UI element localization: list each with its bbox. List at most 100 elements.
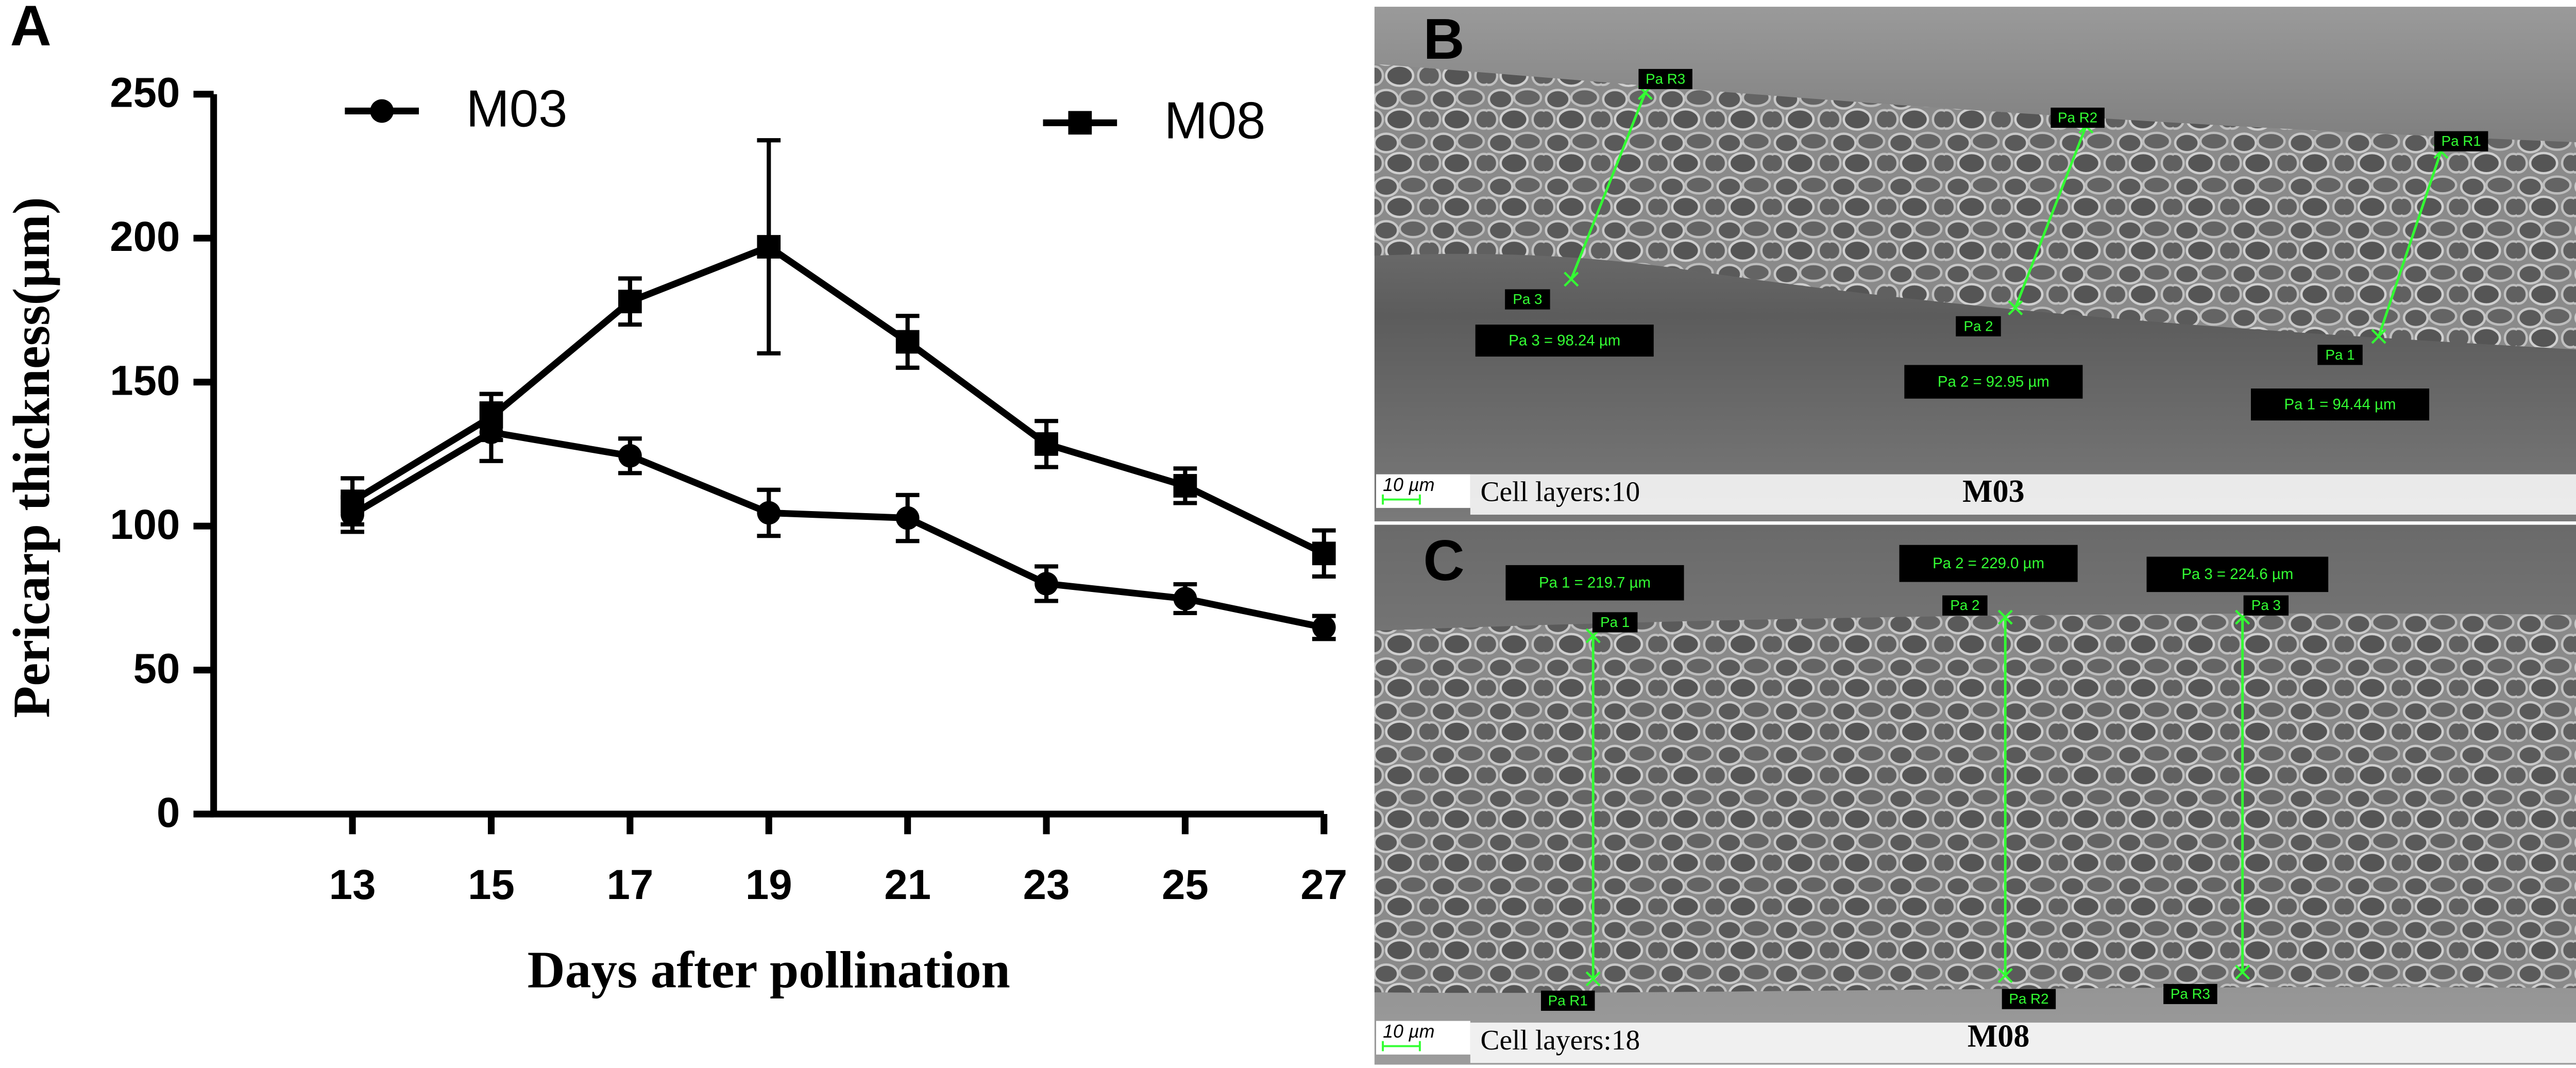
marker-tag: Pa 1 bbox=[1600, 614, 1630, 630]
marker-tag-box bbox=[2243, 595, 2289, 616]
endpoint bbox=[2235, 964, 2250, 980]
marker-tag: Pa 1 bbox=[2325, 347, 2354, 363]
reading-box bbox=[1505, 565, 1684, 601]
reading-box bbox=[2146, 556, 2329, 592]
reading-box bbox=[1899, 545, 2078, 582]
reading-box bbox=[1475, 325, 1654, 357]
reading: Pa 2 = 229.0 µm bbox=[1933, 555, 2044, 572]
series-line bbox=[350, 243, 1326, 557]
scale-bar-box bbox=[1376, 1021, 1470, 1055]
scale-bar-label: 10 µm bbox=[1383, 474, 1435, 495]
reading-box bbox=[2250, 388, 2430, 421]
data-point bbox=[1173, 474, 1197, 498]
y-tick-label: 0 bbox=[157, 789, 180, 836]
tissue-band bbox=[1374, 613, 2576, 993]
panel-label: C bbox=[1423, 529, 1464, 592]
x-tick-label: 21 bbox=[884, 861, 931, 908]
x-tick-label: 23 bbox=[1023, 861, 1070, 908]
x-tick-label: 25 bbox=[1162, 861, 1209, 908]
data-point bbox=[1173, 587, 1197, 611]
reading: Pa 3 = 224.6 µm bbox=[2181, 566, 2293, 583]
marker-tag-box bbox=[1956, 316, 2001, 336]
caption-box bbox=[1470, 474, 2576, 515]
marker-tag-box bbox=[1592, 612, 1638, 633]
marker-tag: Pa R2 bbox=[2058, 109, 2097, 125]
legend-label: M08 bbox=[1164, 91, 1266, 149]
marker-tag-box bbox=[2050, 107, 2105, 128]
x-tick-label: 27 bbox=[1300, 861, 1347, 908]
tissue-band bbox=[1374, 64, 2576, 350]
data-point bbox=[757, 235, 781, 259]
data-point bbox=[1312, 616, 1336, 639]
data-point bbox=[1035, 572, 1058, 596]
y-tick-label: 150 bbox=[110, 358, 180, 404]
marker-tag-box bbox=[1541, 990, 1595, 1011]
scale-bar bbox=[1382, 494, 1421, 505]
panel-label: B bbox=[1423, 7, 1464, 71]
y-axis-title: Pericarp thickness(µm) bbox=[3, 197, 60, 718]
marker-tag-box bbox=[2434, 131, 2488, 151]
micrograph-b bbox=[1374, 7, 2576, 522]
endpoint bbox=[2371, 329, 2386, 344]
y-tick-label: 50 bbox=[133, 645, 180, 692]
marker-tag: Pa 3 bbox=[1513, 291, 1542, 307]
data-point bbox=[479, 405, 503, 429]
endpoint bbox=[1585, 971, 1601, 987]
x-tick-label: 13 bbox=[329, 861, 376, 908]
series-line bbox=[350, 429, 1325, 631]
caption-box bbox=[1470, 1022, 2576, 1063]
x-tick-label: 17 bbox=[606, 861, 653, 908]
marker-tag-box bbox=[1638, 69, 1692, 90]
marker-tag: Pa R1 bbox=[2442, 133, 2481, 149]
scale-bar-label: 10 µm bbox=[1383, 1021, 1435, 1042]
reading: Pa 1 = 94.44 µm bbox=[2284, 396, 2396, 413]
data-point bbox=[618, 444, 642, 468]
x-axis-title: Days after pollination bbox=[528, 941, 1010, 999]
data-point bbox=[1312, 541, 1336, 566]
caption: Cell layers:10 bbox=[1480, 477, 1640, 508]
sample-label: M08 bbox=[1968, 1019, 2030, 1054]
marker-tag: Pa 2 bbox=[1963, 318, 1993, 334]
reading: Pa 1 = 219.7 µm bbox=[1539, 574, 1651, 591]
marker-tag: Pa R1 bbox=[1548, 992, 1588, 1008]
data-point bbox=[757, 501, 781, 525]
marker-tag-box bbox=[1942, 595, 1988, 616]
data-point bbox=[341, 489, 364, 513]
marker-tag: Pa R3 bbox=[2171, 986, 2210, 1002]
data-point bbox=[895, 506, 920, 530]
scale-bar-box bbox=[1376, 474, 1470, 508]
x-tick-label: 19 bbox=[745, 861, 792, 908]
marker-tag-box bbox=[2317, 345, 2363, 365]
y-tick-label: 250 bbox=[110, 70, 180, 116]
legend-label: M03 bbox=[466, 79, 567, 138]
legend-marker bbox=[1068, 111, 1092, 135]
measure-line bbox=[2014, 125, 2088, 309]
data-point bbox=[618, 290, 642, 314]
reading-box bbox=[1904, 365, 2083, 399]
marker-tag: Pa 2 bbox=[1950, 597, 1979, 613]
marker-tag: Pa R2 bbox=[2009, 991, 2048, 1007]
y-tick-label: 200 bbox=[110, 213, 180, 260]
data-point bbox=[895, 330, 920, 354]
scale-bar bbox=[1382, 1041, 1421, 1052]
endpoint bbox=[1564, 272, 1579, 287]
marker-tag: Pa 3 bbox=[2251, 597, 2281, 613]
marker-tag-box bbox=[2163, 984, 2217, 1004]
endpoint bbox=[1997, 968, 2013, 984]
data-point bbox=[1035, 432, 1058, 456]
marker-tag: Pa R3 bbox=[1646, 71, 1685, 87]
marker-tag-box bbox=[1505, 289, 1550, 310]
x-tick-label: 15 bbox=[468, 861, 515, 908]
y-tick-label: 100 bbox=[110, 501, 180, 548]
endpoint bbox=[2008, 300, 2023, 315]
legend-marker bbox=[370, 99, 394, 123]
reading: Pa 2 = 92.95 µm bbox=[1938, 373, 2049, 390]
endpoint bbox=[1997, 609, 2013, 625]
measure-line bbox=[1570, 92, 1647, 280]
sample-label: M03 bbox=[1962, 474, 2025, 509]
measure-line bbox=[2377, 151, 2443, 337]
panel-label: A bbox=[10, 0, 52, 58]
reading: Pa 3 = 98.24 µm bbox=[1509, 332, 1620, 349]
